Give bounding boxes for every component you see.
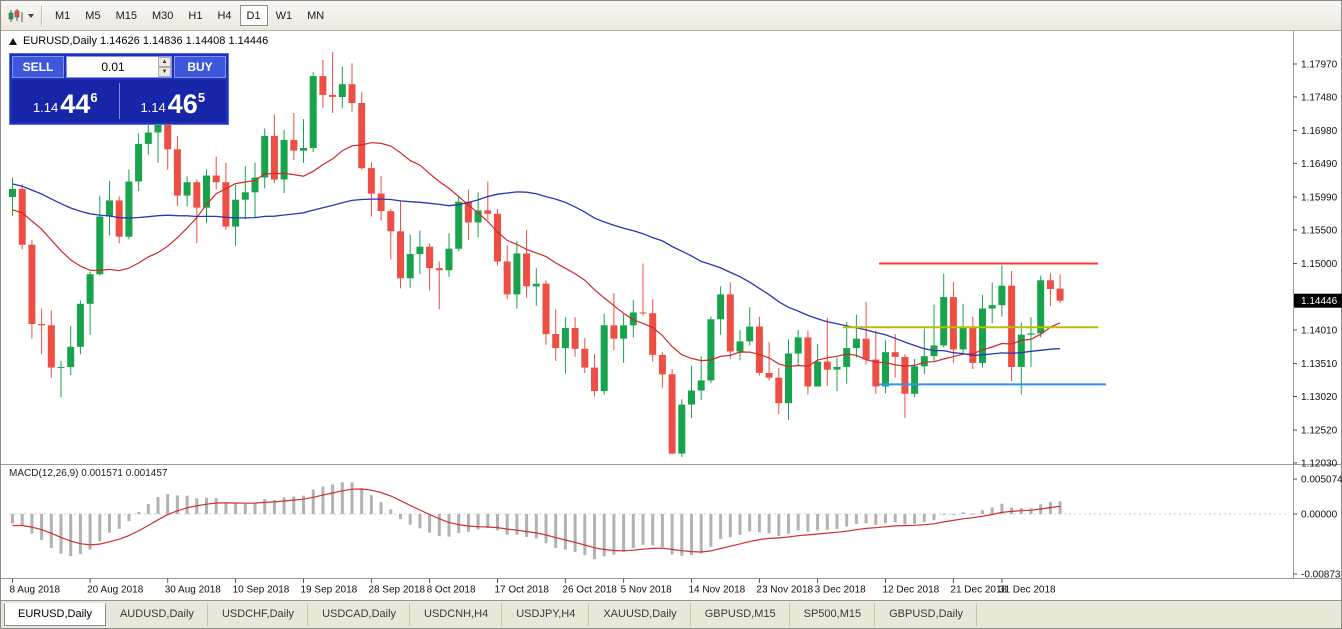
chart-marker-icon	[9, 37, 17, 45]
timeframe-button-d1[interactable]: D1	[239, 5, 268, 26]
one-click-trading-panel: SELL 0.01 ▲ ▼ BUY 1.14 44 6	[9, 53, 229, 125]
ma-fast-line	[12, 142, 1061, 368]
price-axis-label: 1.13510	[1301, 359, 1338, 370]
timeframe-button-h1[interactable]: H1	[181, 5, 209, 26]
chart-tab-usdcad-daily[interactable]: USDCAD,Daily	[308, 603, 411, 626]
price-axis-label: 1.13020	[1301, 392, 1338, 403]
date-axis-label: 3 Dec 2018	[815, 585, 867, 596]
macd-axis-label: 0.00000	[1301, 510, 1338, 521]
buy-price-main: 1.14	[140, 100, 166, 115]
price-axis[interactable]: 1.17970 1.17480 1.16980 1.16490 1.15990 1.155…	[1293, 60, 1342, 470]
chart-tab-audusd-daily[interactable]: AUDUSD,Daily	[106, 603, 208, 626]
toolbar-separator	[41, 5, 43, 26]
chart-title-text: EURUSD,Daily 1.14626 1.14836 1.14408 1.1…	[23, 35, 269, 47]
date-axis-label: 21 Dec 2018	[950, 585, 1007, 596]
timeframe-toolbar: M1 M5 M15 M30 H1 H4 D1 W1 MN	[1, 1, 1341, 31]
price-axis-label: 1.17480	[1301, 92, 1338, 103]
price-axis-label: 1.15500	[1301, 225, 1338, 236]
date-axis-label: 5 Nov 2018	[621, 585, 673, 596]
sell-price-main: 1.14	[32, 100, 59, 115]
macd-axis-label: 0.005074	[1301, 475, 1342, 486]
chart-tab-sp500-m15[interactable]: SP500,M15	[790, 603, 876, 626]
ma-slow-line	[12, 183, 1061, 357]
price-axis-label: 1.12030	[1301, 459, 1338, 470]
current-price-text: 1.14446	[1301, 296, 1338, 307]
date-axis-label: 20 Aug 2018	[87, 585, 144, 596]
timeframe-button-m5[interactable]: M5	[78, 5, 107, 26]
date-axis-label: 12 Dec 2018	[883, 585, 940, 596]
buy-price[interactable]: 1.14 46 5	[120, 80, 227, 122]
date-axis[interactable]: 8 Aug 2018 20 Aug 2018 30 Aug 2018 10 Sep 2…	[10, 578, 1057, 596]
chart-tab-eurusd-daily[interactable]: EURUSD,Daily	[4, 603, 106, 626]
date-axis-label: 8 Oct 2018	[427, 585, 476, 596]
timeframe-button-m1[interactable]: M1	[48, 5, 77, 26]
date-axis-label: 14 Nov 2018	[689, 585, 746, 596]
date-axis-label: 19 Sep 2018	[301, 585, 358, 596]
candlesticks-layer	[9, 51, 1064, 457]
chart-tab-xauusd-daily[interactable]: XAUUSD,Daily	[589, 603, 691, 626]
price-axis-label: 1.15000	[1301, 259, 1338, 270]
trade-panel-divider	[118, 83, 120, 119]
macd-indicator-label: MACD(12,26,9) 0.001571 0.001457	[9, 468, 168, 479]
macd-signal-line	[12, 488, 1061, 553]
volume-value: 0.01	[101, 60, 125, 74]
price-axis-label: 1.17970	[1301, 60, 1338, 71]
date-axis-label: 30 Aug 2018	[165, 585, 222, 596]
chart-tab-gbpusd-daily[interactable]: GBPUSD,Daily	[875, 603, 978, 626]
date-axis-label: 23 Nov 2018	[756, 585, 813, 596]
date-axis-label: 26 Oct 2018	[562, 585, 617, 596]
buy-price-big: 46	[167, 89, 198, 119]
chart-tabs-bar: EURUSD,Daily AUDUSD,Daily USDCHF,Daily USDC…	[1, 600, 1341, 628]
chart-tab-usdcnh-h4[interactable]: USDCNH,H4	[410, 603, 503, 626]
volume-increment-icon[interactable]: ▲	[158, 57, 171, 67]
volume-decrement-icon[interactable]: ▼	[158, 67, 171, 77]
price-chart-canvas[interactable]: 1.17970 1.17480 1.16980 1.16490 1.15990 1.155…	[1, 31, 1342, 602]
timeframe-button-mn[interactable]: MN	[300, 5, 331, 26]
date-axis-label: 28 Sep 2018	[368, 585, 425, 596]
panel-dividers	[1, 31, 1342, 579]
buy-button[interactable]: BUY	[174, 56, 226, 78]
current-price-badge	[1294, 293, 1342, 308]
date-axis-label: 17 Oct 2018	[495, 585, 550, 596]
timeframe-button-m15[interactable]: M15	[109, 5, 144, 26]
macd-axis[interactable]: 0.005074 0.00000 -0.00873	[1293, 475, 1342, 581]
trade-panel-prices: 1.14 44 6 1.14 46 5	[12, 80, 226, 122]
volume-spinbox[interactable]: 0.01 ▲ ▼	[66, 56, 172, 78]
dropdown-caret-icon	[28, 13, 34, 18]
candlestick-icon	[8, 8, 23, 22]
timeframe-button-w1[interactable]: W1	[269, 5, 300, 26]
price-axis-label: 1.14010	[1301, 326, 1338, 337]
timeframe-button-m30[interactable]: M30	[145, 5, 180, 26]
date-axis-label: 10 Sep 2018	[233, 585, 290, 596]
macd-axis-label: -0.00873	[1301, 570, 1341, 581]
price-axis-label: 1.12520	[1301, 426, 1338, 437]
macd-histogram	[11, 482, 1062, 560]
chart-tab-gbpusd-m15[interactable]: GBPUSD,M15	[691, 603, 790, 626]
sell-price[interactable]: 1.14 44 6	[12, 80, 119, 122]
chart-title: EURUSD,Daily 1.14626 1.14836 1.14408 1.1…	[9, 35, 268, 47]
date-axis-label: 8 Aug 2018	[10, 585, 61, 596]
date-axis-label: 31 Dec 2018	[999, 585, 1056, 596]
sell-button[interactable]: SELL	[12, 56, 64, 78]
timeframe-buttons: M1 M5 M15 M30 H1 H4 D1 W1 MN	[48, 5, 331, 26]
trade-panel-controls: SELL 0.01 ▲ ▼ BUY	[12, 56, 226, 78]
price-axis-label: 1.16980	[1301, 126, 1338, 137]
macd-panel	[9, 482, 1289, 560]
chart-window: 1.17970 1.17480 1.16980 1.16490 1.15990 1.155…	[1, 31, 1342, 602]
volume-spinner: ▲ ▼	[158, 57, 171, 77]
chart-tab-usdjpy-h4[interactable]: USDJPY,H4	[502, 603, 590, 626]
sell-price-big: 44	[60, 89, 91, 119]
price-axis-label: 1.15990	[1301, 193, 1338, 204]
buy-price-pip: 5	[197, 90, 206, 105]
sell-price-pip: 6	[90, 90, 98, 105]
chart-tab-usdchf-daily[interactable]: USDCHF,Daily	[208, 603, 309, 626]
timeframe-button-h4[interactable]: H4	[210, 5, 238, 26]
price-axis-label: 1.16490	[1301, 159, 1338, 170]
chart-type-icon[interactable]	[6, 5, 36, 27]
